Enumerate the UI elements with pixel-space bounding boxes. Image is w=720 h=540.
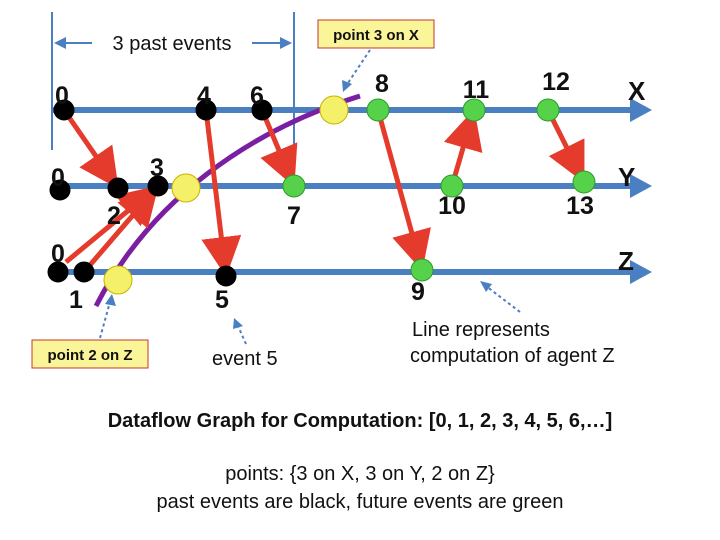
past-events-bracket: 3 past events	[51, 12, 295, 150]
callout-point-z-label: point 2 on Z	[48, 347, 133, 364]
line-note-2: computation of agent Z	[410, 345, 615, 367]
event-label: 4	[197, 82, 211, 110]
timeline-arrowhead	[630, 174, 652, 198]
axis-label-y: Y	[618, 162, 635, 192]
cut-point-marker	[171, 173, 201, 203]
event-node-x-0	[53, 99, 75, 121]
cut-point-marker	[319, 95, 349, 125]
points-caption: points: {3 on X, 3 on Y, 2 on Z}	[225, 463, 495, 485]
event-node-x-12	[536, 98, 560, 122]
event-label: 5	[215, 286, 229, 314]
event-label: 6	[250, 82, 264, 110]
dependency-arrow	[64, 185, 159, 264]
event5-label: event 5	[212, 348, 278, 370]
event-node-y-2	[107, 177, 129, 199]
dependency-arrow	[201, 109, 242, 277]
event-node-y-13	[572, 170, 596, 194]
event-label: 0	[51, 164, 65, 192]
dependency-arrows	[61, 108, 585, 277]
dependency-arrow	[61, 108, 119, 189]
diagram-title: Dataflow Graph for Computation: [0, 1, 2…	[107, 410, 613, 432]
event-label: 8	[375, 70, 389, 98]
line-note-1: Line represents	[412, 319, 550, 341]
callout-point-z: point 2 on Z	[31, 294, 149, 369]
event-node-y-10	[440, 174, 464, 198]
event-node-y-3	[147, 175, 169, 197]
dependency-arrow	[259, 109, 298, 187]
event-label: 1	[69, 286, 83, 314]
event-label: 9	[411, 278, 425, 306]
event-label: 7	[287, 202, 301, 230]
event-label: 3	[150, 154, 164, 182]
event-node-z-9	[410, 258, 434, 282]
callout-point-x-label: point 3 on X	[333, 27, 419, 44]
timeline-arrowhead	[630, 98, 652, 122]
dependency-arrow	[375, 109, 431, 271]
event-node-x-4	[195, 99, 217, 121]
event-node-y-7	[282, 174, 306, 198]
event-nodes	[47, 95, 596, 295]
event-node-x-6	[251, 99, 273, 121]
event-node-x-8	[366, 98, 390, 122]
event-node-z-0	[47, 261, 69, 283]
event-label: 11	[463, 76, 490, 104]
event-label: 2	[107, 202, 121, 230]
event-label: 0	[55, 82, 69, 110]
line-represents-annotation: Line represents computation of agent Z	[410, 281, 615, 367]
timelines: X Y Z	[52, 76, 652, 284]
event-node-z-1	[73, 261, 95, 283]
event-label: 0	[51, 240, 65, 268]
callout-point-x: point 3 on X	[317, 19, 435, 92]
event-label: 10	[438, 192, 466, 220]
axis-label-z: Z	[618, 246, 634, 276]
event-label: 12	[542, 68, 570, 96]
event-label: 13	[566, 192, 594, 220]
cut-point-marker	[103, 265, 133, 295]
event-node-x-11	[462, 98, 486, 122]
event-node-y-0	[49, 179, 71, 201]
past-events-label: 3 past events	[113, 33, 232, 55]
timeline-arrowhead	[630, 260, 652, 284]
legend-caption: past events are black, future events are…	[156, 491, 564, 513]
event-node-z-5	[215, 265, 237, 287]
event5-annotation: event 5	[212, 318, 278, 370]
axis-label-x: X	[628, 76, 646, 106]
